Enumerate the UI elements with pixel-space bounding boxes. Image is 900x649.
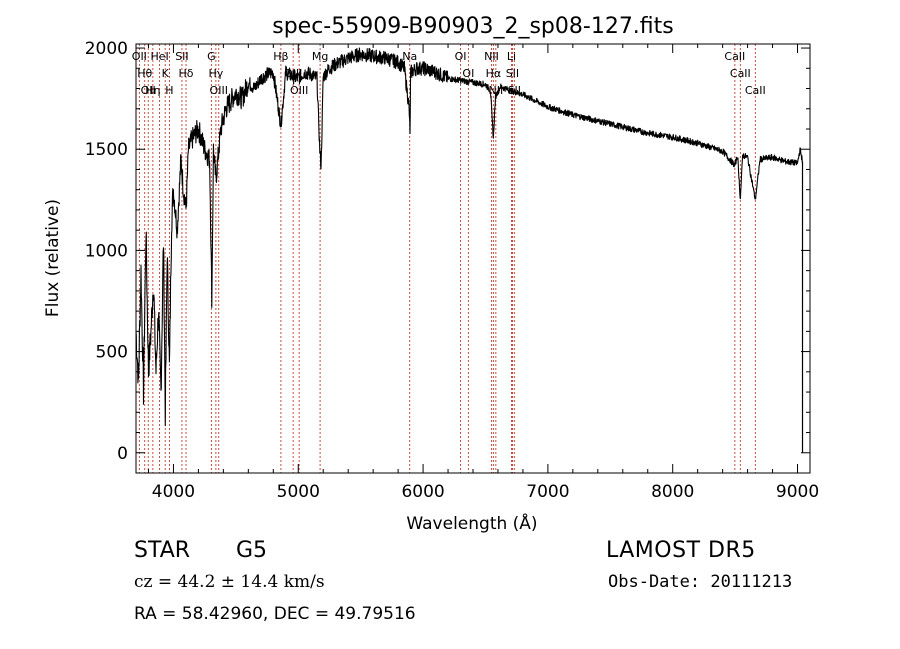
x-tick-label: 7000 (526, 482, 569, 502)
observation-date: Obs-Date: 20111213 (608, 572, 793, 592)
marker-label: OI (455, 50, 467, 63)
y-tick-label: 1500 (85, 140, 128, 160)
marker-label: OIII (210, 84, 228, 97)
marker-label: NII (484, 50, 499, 63)
marker-label: H (165, 84, 173, 97)
marker-label: Hα (486, 67, 502, 80)
x-tick-label: 5000 (277, 482, 320, 502)
marker-label: Hθ (137, 67, 152, 80)
marker-label: Na (402, 50, 417, 63)
y-tick-label: 500 (96, 343, 128, 363)
marker-label: Hδ (179, 67, 194, 80)
plot-frame (135, 43, 811, 474)
marker-label: CaII (724, 50, 745, 63)
marker-label: Mg (312, 50, 328, 63)
marker-label: OIII (290, 84, 308, 97)
x-tick-label: 9000 (776, 482, 819, 502)
chart-title: spec-55909-B90903_2_sp08-127.fits (272, 14, 674, 39)
x-axis-label: Wavelength (Å) (406, 512, 537, 534)
marker-label: Li (507, 50, 516, 63)
x-tick-label: 6000 (401, 482, 444, 502)
redshift-velocity: cz = 44.2 ± 14.4 km/s (134, 572, 325, 592)
x-tick-label: 4000 (152, 482, 195, 502)
marker-label: SII (175, 50, 188, 63)
line-markers (138, 44, 756, 473)
y-axis: 0 500 1000 1500 2000 (85, 39, 810, 464)
marker-label: OII (132, 50, 147, 63)
y-tick-label: 1000 (85, 241, 128, 261)
x-tick-label: 8000 (651, 482, 694, 502)
object-class: STAR (134, 538, 191, 563)
object-subclass: G5 (236, 538, 268, 563)
marker-label: K (162, 67, 170, 80)
marker-label: Hη (145, 84, 160, 97)
y-axis-label: Flux (relative) (43, 199, 63, 317)
coordinates: RA = 58.42960, DEC = 49.79516 (134, 604, 416, 624)
marker-label: HeI (150, 50, 168, 63)
marker-label: G (207, 50, 216, 63)
marker-label: SII (506, 67, 519, 80)
marker-label: NII (488, 84, 503, 97)
marker-label: CaII (730, 67, 751, 80)
x-axis: 4000 5000 6000 7000 8000 9000 (147, 44, 819, 502)
y-tick-label: 2000 (85, 39, 128, 59)
marker-label: OI (462, 67, 474, 80)
survey-name: LAMOST DR5 (606, 538, 756, 563)
marker-label: Hγ (208, 67, 223, 80)
marker-label: OII (141, 84, 156, 97)
marker-label: Hβ (273, 50, 288, 63)
marker-label: CaII (745, 84, 766, 97)
spectrum-line (135, 47, 804, 427)
y-tick-label: 0 (117, 444, 128, 464)
